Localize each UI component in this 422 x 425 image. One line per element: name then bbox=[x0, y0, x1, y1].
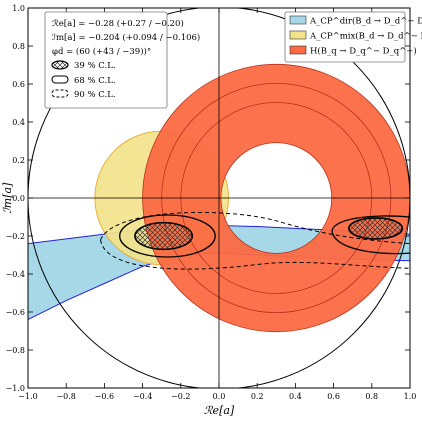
cl-label-1: 68 % C.L. bbox=[74, 76, 116, 86]
y-tick-label: 0.8 bbox=[12, 42, 25, 51]
result-box-frame bbox=[44, 11, 168, 109]
cl68-contour-right bbox=[331, 215, 410, 255]
legend-swatch-1 bbox=[289, 30, 307, 40]
y-tick-label: 0.2 bbox=[12, 156, 25, 165]
legend-swatch-0 bbox=[289, 15, 307, 25]
y-tick-label: −0.6 bbox=[6, 308, 25, 317]
result-line-1: ℐm[a] = −0.204 (+0.094 / −0.106) bbox=[52, 32, 200, 43]
x-tick-label: 0.4 bbox=[289, 392, 302, 401]
result-line-0: ℛe[a] = −0.28 (+0.27 / −0.20) bbox=[52, 18, 184, 29]
y-tick-label: −0.2 bbox=[6, 232, 25, 241]
cl90-contour-upper bbox=[100, 211, 410, 245]
y-tick-label: 0.4 bbox=[12, 118, 25, 127]
x-tick-label: 0.6 bbox=[327, 392, 340, 401]
y-axis-label: ℐm[a] bbox=[1, 182, 14, 213]
cl-label-2: 90 % C.L. bbox=[74, 90, 116, 100]
legend: A_CP^dir(B_d → D_d^− D_d^+) A_CP^mix(B_d … bbox=[284, 11, 422, 63]
cl68-contour-left bbox=[119, 214, 216, 258]
x-tick-label: 1.0 bbox=[404, 392, 417, 401]
result-box: ℛe[a] = −0.28 (+0.27 / −0.20) ℐm[a] = −0.… bbox=[44, 11, 200, 109]
cl39-swatch bbox=[51, 60, 69, 70]
y-tick-label: 1.0 bbox=[12, 4, 25, 13]
x-tick-label: 0.2 bbox=[251, 392, 264, 401]
x-tick-label: 0.0 bbox=[213, 392, 226, 401]
cl39-region-0 bbox=[134, 221, 194, 251]
y-tick-label: −0.8 bbox=[6, 346, 25, 355]
x-tick-label: −0.2 bbox=[171, 392, 190, 401]
legend-swatch-2 bbox=[289, 45, 307, 55]
x-tick-label: 0.8 bbox=[365, 392, 378, 401]
legend-label-0: A_CP^dir(B_d → D_d^− D_d^+) bbox=[309, 16, 422, 27]
result-line-2: φd = (60 (+43 / −39))° bbox=[52, 46, 151, 57]
plot-layer bbox=[28, 8, 410, 388]
legend-label-2: H(B_q → D_q^− D_q^+) bbox=[310, 46, 417, 57]
cl90-contour-lower bbox=[100, 239, 410, 270]
x-tick-label: −0.4 bbox=[133, 392, 152, 401]
y-tick-label: 0.0 bbox=[12, 194, 25, 203]
y-tick-label: −1.0 bbox=[6, 384, 25, 393]
x-axis-label: ℛe[a] bbox=[204, 404, 235, 417]
y-tick-label: 0.6 bbox=[12, 80, 25, 89]
cl39-region-1 bbox=[348, 217, 404, 240]
legend-frame bbox=[284, 11, 406, 63]
cl-label-0: 39 % C.L. bbox=[74, 61, 116, 71]
x-tick-label: −1.0 bbox=[18, 392, 37, 401]
y-tick-label: −0.4 bbox=[6, 270, 25, 279]
x-tick-label: −0.6 bbox=[95, 392, 114, 401]
legend-label-1: A_CP^mix(B_d → D_d^− D_d^+) bbox=[309, 31, 422, 42]
x-tick-label: −0.8 bbox=[56, 392, 75, 401]
cl68-swatch bbox=[51, 75, 69, 84]
